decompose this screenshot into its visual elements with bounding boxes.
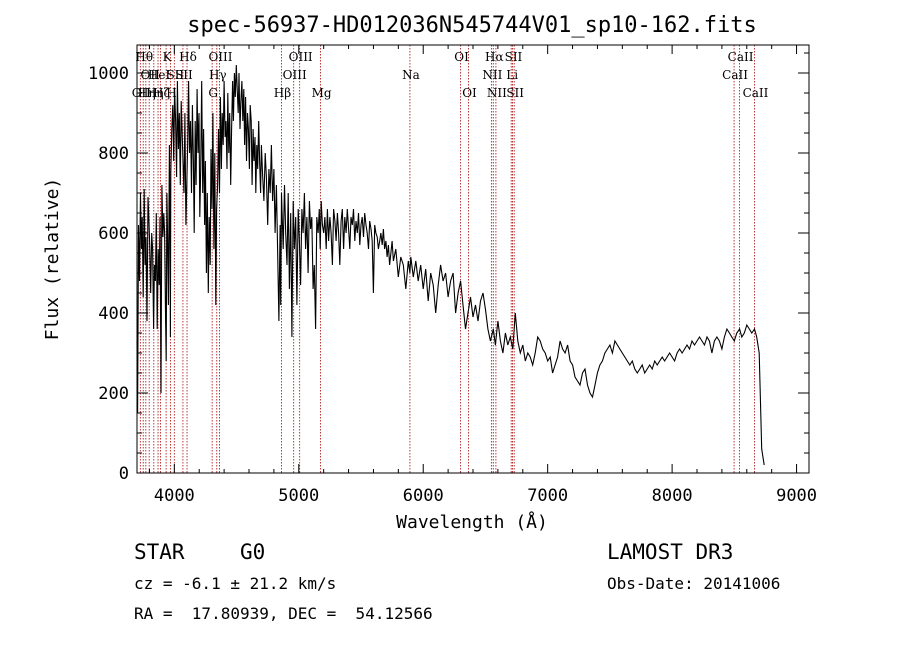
- x-axis-ticks: 4000 5000 6000 7000 8000 9000: [148, 45, 817, 506]
- line-marker-label: NII: [487, 86, 507, 100]
- line-marker-label: SII: [506, 86, 524, 100]
- x-tick-label: 9000: [776, 486, 817, 506]
- line-marker-label: OIII: [289, 50, 313, 64]
- y-tick-label: 0: [119, 464, 129, 484]
- line-marker-label: OI: [462, 86, 477, 100]
- line-marker-label: G: [208, 86, 218, 100]
- line-marker-label: Mg: [312, 86, 332, 100]
- line-marker-label: SII: [175, 68, 193, 82]
- line-marker-label: CaII: [743, 86, 769, 100]
- line-marker-label: OIII: [208, 50, 232, 64]
- y-tick-label: 200: [98, 384, 129, 404]
- line-marker-label: Hη: [146, 86, 164, 100]
- line-marker-label: H: [166, 86, 176, 100]
- line-marker-labels: OIIHθHηOIIHηHeIHζKHSIIHδSIIGHγOIIIHβOIII…: [132, 50, 769, 100]
- line-marker-label: Hθ: [135, 50, 153, 64]
- y-tick-label: 600: [98, 224, 129, 244]
- line-marker-label: OI: [454, 50, 469, 64]
- object-class: STAR: [134, 540, 185, 564]
- y-axis-label: Flux (relative): [42, 178, 63, 341]
- survey-name: LAMOST DR3: [607, 540, 734, 564]
- line-marker-label: Na: [402, 68, 420, 82]
- x-tick-label: 6000: [403, 486, 444, 506]
- y-axis-ticks: 0 200 400 600 800 1000: [88, 52, 809, 484]
- line-marker-label: Hβ: [274, 86, 291, 100]
- line-marker-label: Hζ: [153, 86, 170, 100]
- x-axis-label: Wavelength (Å): [396, 511, 548, 533]
- line-marker-label: Hδ: [179, 50, 197, 64]
- line-marker-label: SII: [166, 68, 184, 82]
- chart-title: spec-56937-HD012036N545744V01_sp10-162.f…: [187, 13, 757, 38]
- y-tick-label: 400: [98, 304, 129, 324]
- line-marker-label: NII: [482, 68, 502, 82]
- x-tick-label: 5000: [278, 486, 319, 506]
- line-marker-label: Hη: [138, 86, 156, 100]
- coordinates: RA = 17.80939, DEC = 54.12566: [134, 604, 433, 623]
- spectrum-line: [136, 64, 765, 466]
- y-tick-label: 800: [98, 144, 129, 164]
- line-marker-label: Hα: [485, 50, 504, 64]
- x-tick-label: 7000: [527, 486, 568, 506]
- line-marker-label: OII: [141, 68, 161, 82]
- line-marker-label: Hγ: [209, 68, 227, 82]
- line-marker-label: Li: [506, 68, 518, 82]
- observation-date: Obs-Date: 20141006: [607, 574, 781, 593]
- line-marker-label: K: [163, 50, 173, 64]
- line-marker-label: HeI: [148, 68, 171, 82]
- x-tick-label: 4000: [154, 486, 195, 506]
- object-subclass: G0: [240, 540, 266, 564]
- x-tick-label: 8000: [652, 486, 693, 506]
- line-marker-label: SII: [505, 50, 523, 64]
- line-marker-label: CaII: [722, 68, 748, 82]
- line-marker-label: OIII: [283, 68, 307, 82]
- redshift-cz: cz = -6.1 ± 21.2 km/s: [134, 574, 337, 593]
- line-marker-label: CaII: [728, 50, 754, 64]
- y-tick-label: 1000: [88, 64, 129, 84]
